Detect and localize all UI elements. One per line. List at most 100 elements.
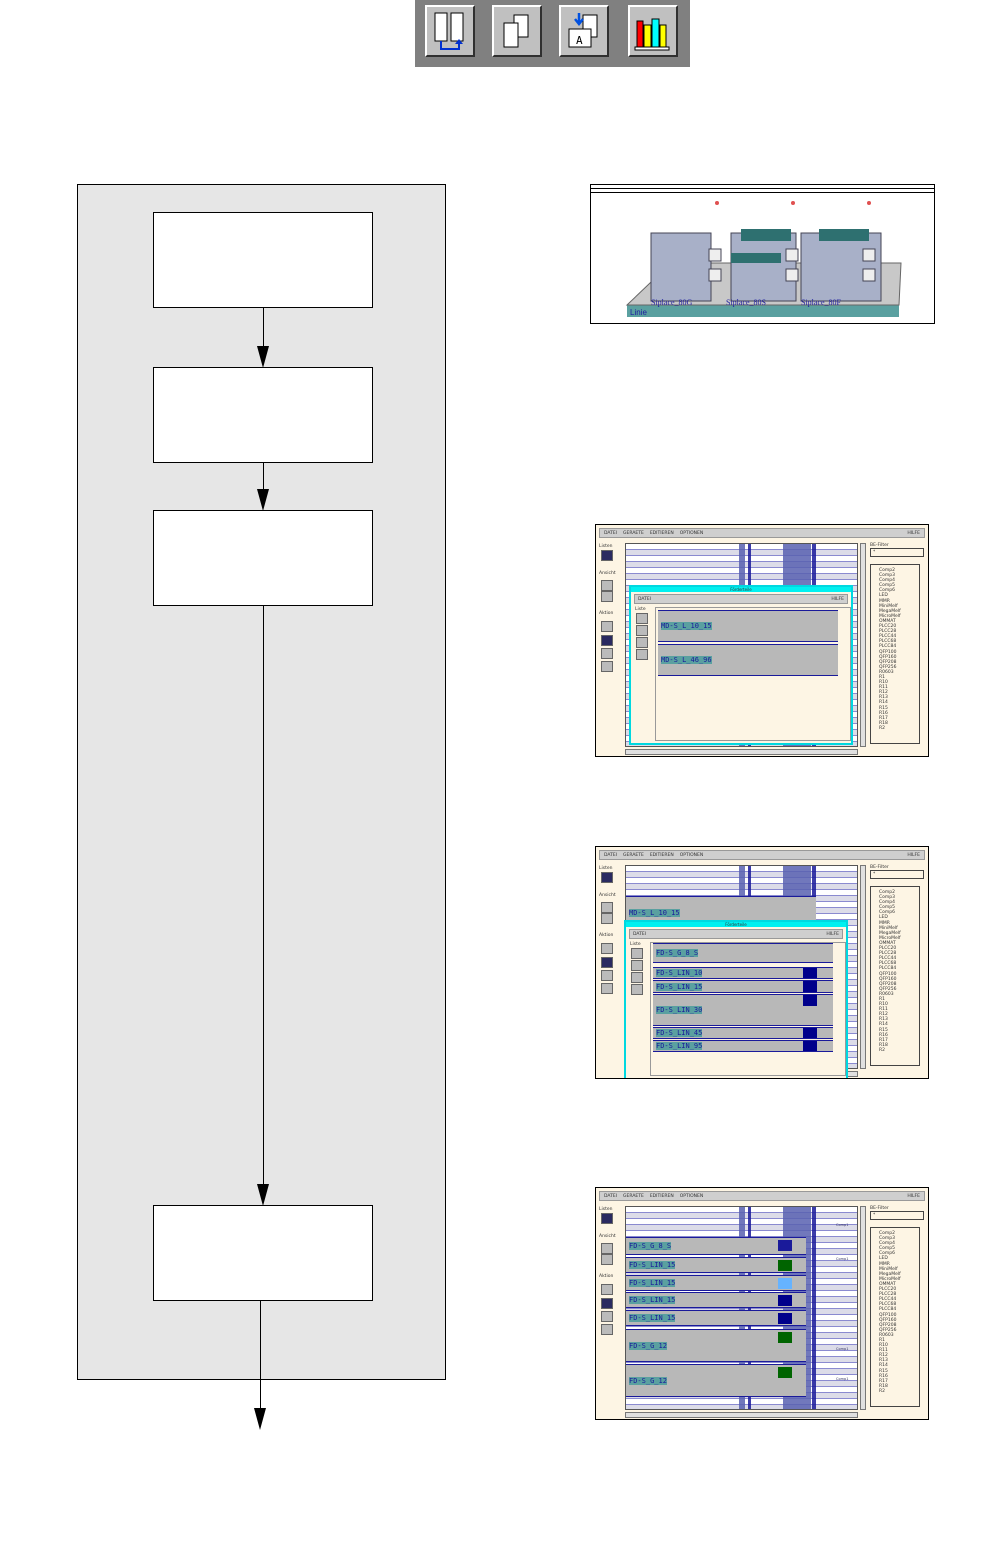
canvas-row[interactable]: FD-S_G_12 — [626, 1364, 806, 1397]
list-item[interactable]: R16 — [879, 1032, 888, 1038]
list-item[interactable]: Comp3 — [879, 1236, 895, 1242]
list-item[interactable]: Comp4 — [879, 1241, 895, 1247]
list-item[interactable]: PLCC44 — [879, 634, 897, 640]
menu-editieren[interactable]: EDITIEREN — [649, 852, 674, 858]
part-row[interactable]: FD-S_LIN_95 — [653, 1040, 833, 1052]
filter-input[interactable]: * — [870, 548, 924, 557]
menu-datei[interactable]: DATEI — [604, 1193, 618, 1199]
list-item[interactable]: MMR — [879, 598, 890, 604]
list-item[interactable]: Comp5 — [879, 1246, 895, 1252]
tool-icon[interactable] — [601, 872, 613, 883]
component-list[interactable]: Comp2 Comp3 Comp4 Comp5 Comp6 LED MMR MiniMelf M… — [870, 1227, 920, 1407]
canvas-row[interactable]: FD-S_LIN_15 — [626, 1292, 806, 1308]
list-item[interactable]: R12 — [879, 690, 888, 696]
list-item[interactable]: Comp4 — [879, 578, 895, 584]
list-item[interactable]: MicroMelf — [879, 935, 901, 941]
list-item[interactable]: QFP208 — [879, 1322, 897, 1328]
replace-document-button[interactable]: A — [559, 5, 609, 57]
list-item[interactable]: QFP208 — [879, 981, 897, 987]
list-item[interactable]: R2 — [879, 1388, 885, 1394]
part-row[interactable]: FD-S_G_8_S — [653, 943, 833, 963]
list-item[interactable]: R17 — [879, 1378, 888, 1384]
list-item[interactable]: R16 — [879, 710, 888, 716]
tool-icon[interactable] — [601, 913, 613, 924]
list-item[interactable]: PLCC20 — [879, 946, 897, 952]
list-item[interactable]: PLCC28 — [879, 629, 897, 635]
list-item[interactable]: QFP160 — [879, 1317, 897, 1323]
menu-optionen[interactable]: OPTIONEN — [679, 1193, 704, 1199]
tool-icon[interactable] — [601, 1284, 613, 1295]
list-item[interactable]: MMR — [879, 1261, 890, 1267]
dialog-tool-icon[interactable] — [631, 948, 643, 959]
list-item[interactable]: MegaMelf — [879, 1271, 901, 1277]
list-item[interactable]: R0603 — [879, 1332, 894, 1338]
tool-icon[interactable] — [601, 1213, 613, 1224]
list-item[interactable]: PLCC84 — [879, 644, 897, 650]
tool-icon[interactable] — [601, 943, 613, 954]
tool-icon[interactable] — [601, 580, 613, 591]
list-item[interactable]: OMMAT — [879, 618, 896, 624]
tool-icon[interactable] — [601, 1243, 613, 1254]
menu-help[interactable]: HILFE — [907, 852, 920, 858]
tool-icon[interactable] — [601, 591, 613, 602]
list-item[interactable]: QFP256 — [879, 1327, 897, 1333]
list-item[interactable]: R15 — [879, 705, 888, 711]
menu-geraete[interactable]: GERAETE — [623, 852, 644, 858]
list-item[interactable]: R18 — [879, 1383, 888, 1389]
component-list[interactable]: Comp2 Comp3 Comp4 Comp5 Comp6 LED MMR MiniMelf M… — [870, 886, 920, 1066]
canvas-row[interactable]: FD-S_LIN_15 — [626, 1274, 806, 1291]
list-item[interactable]: Comp6 — [879, 910, 895, 916]
dialog-tool-icon[interactable] — [636, 625, 648, 636]
list-item[interactable]: Comp2 — [879, 1231, 895, 1236]
list-item[interactable]: Comp6 — [879, 588, 895, 594]
list-item[interactable]: R15 — [879, 1027, 888, 1033]
list-item[interactable]: R10 — [879, 1002, 888, 1008]
list-item[interactable]: PLCC28 — [879, 951, 897, 957]
tool-icon[interactable] — [601, 983, 613, 994]
menu-optionen[interactable]: OPTIONEN — [679, 852, 704, 858]
list-item[interactable]: R14 — [879, 1022, 888, 1028]
list-item[interactable]: QFP100 — [879, 1312, 897, 1318]
list-item[interactable]: R13 — [879, 1017, 888, 1023]
tool-icon[interactable] — [601, 1324, 613, 1335]
list-item[interactable]: MicroMelf — [879, 613, 901, 619]
list-item[interactable]: OMMAT — [879, 940, 896, 946]
menu-help[interactable]: HILFE — [907, 530, 920, 536]
component-list[interactable]: Comp2 Comp3 Comp4 Comp5 Comp6 LED MMR MiniMelf M… — [870, 564, 920, 744]
list-item[interactable]: R17 — [879, 715, 888, 721]
list-item[interactable]: R13 — [879, 695, 888, 701]
part-row[interactable]: FD-S_LIN_10 — [653, 967, 833, 979]
list-item[interactable]: Comp5 — [879, 583, 895, 589]
list-item[interactable]: PLCC28 — [879, 1292, 897, 1298]
list-item[interactable]: PLCC84 — [879, 966, 897, 972]
canvas-row[interactable]: FD-S_LIN_15 — [626, 1309, 806, 1326]
list-item[interactable]: QFP208 — [879, 659, 897, 665]
list-item[interactable]: MiniMelf — [879, 925, 898, 931]
menu-optionen[interactable]: OPTIONEN — [679, 530, 704, 536]
part-row[interactable]: FD-S_LIN_15 — [653, 980, 833, 993]
list-item[interactable]: QFP160 — [879, 976, 897, 982]
list-item[interactable]: Comp5 — [879, 905, 895, 911]
dialog-menu-file[interactable]: DATEI — [638, 596, 652, 602]
menu-help[interactable]: HILFE — [907, 1193, 920, 1199]
dialog-tool-icon[interactable] — [631, 984, 643, 995]
part-row[interactable]: MD-S_L_10_15 — [658, 610, 838, 642]
list-transfer-button[interactable] — [425, 5, 475, 57]
list-item[interactable]: R1 — [879, 1337, 885, 1343]
list-item[interactable]: R14 — [879, 1363, 888, 1369]
dialog-tool-icon[interactable] — [631, 972, 643, 983]
menu-editieren[interactable]: EDITIEREN — [649, 1193, 674, 1199]
vertical-scrollbar[interactable] — [860, 543, 866, 747]
list-item[interactable]: R11 — [879, 1348, 888, 1354]
horizontal-scrollbar[interactable] — [625, 749, 858, 755]
list-item[interactable]: R18 — [879, 1042, 888, 1048]
list-item[interactable]: Comp4 — [879, 900, 895, 906]
list-item[interactable]: R0603 — [879, 991, 894, 997]
list-item[interactable]: R2 — [879, 725, 885, 731]
canvas-row[interactable]: FD-S_G_8_S — [626, 1237, 806, 1255]
list-item[interactable]: QFP100 — [879, 649, 897, 655]
dialog-menu-file[interactable]: DATEI — [633, 931, 647, 937]
list-item[interactable]: MiniMelf — [879, 603, 898, 609]
list-item[interactable]: R0603 — [879, 669, 894, 675]
list-item[interactable]: LED — [879, 1256, 888, 1262]
